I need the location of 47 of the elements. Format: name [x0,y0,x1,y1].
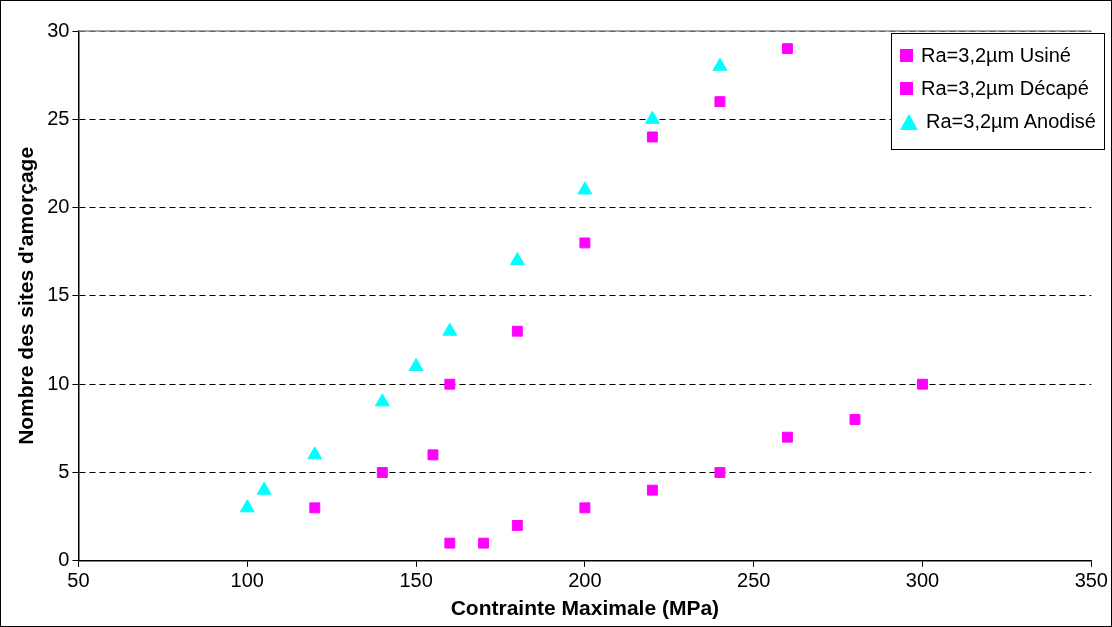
point [509,252,525,266]
point [712,57,728,71]
point [444,378,456,390]
y-tick-label: 5 [58,460,70,483]
y-tick-label: 10 [47,371,70,394]
point [646,484,658,496]
legend-label: Ra=3,2µm Anodisé [926,110,1096,133]
point [511,520,523,531]
point [644,110,660,124]
legend-label: Ra=3,2µm Usiné [921,44,1071,67]
legend-label: Ra=3,2µm Décapé [921,77,1089,100]
point [646,131,658,143]
point [714,467,726,478]
point [917,378,928,390]
point [376,467,388,478]
point [579,502,591,514]
point [782,43,793,55]
y-tick-label: 20 [47,195,70,218]
x-tick-label: 50 [67,569,90,592]
y-tick-label: 0 [58,548,70,571]
point [444,537,456,549]
x-tick-label: 150 [399,569,433,592]
point [239,499,255,513]
point [579,237,591,249]
point [408,358,424,372]
point [577,181,593,195]
x-tick-label: 250 [737,569,771,592]
point [478,537,490,549]
point [511,325,523,337]
x-tick-label: 300 [905,569,940,592]
point [714,96,726,108]
point [849,414,861,425]
point [782,431,793,443]
point [442,322,458,336]
y-tick-label: 15 [47,283,70,306]
y-tick-label: 30 [47,18,70,41]
x-tick-label: 100 [230,569,264,592]
point [309,502,321,514]
point [374,393,390,407]
point [427,449,439,461]
x-tick-label: 350 [1074,569,1108,592]
x-tick-label: 200 [568,569,602,592]
point [256,481,272,495]
point [307,446,323,460]
x-axis-title: Contrainte Maximale (MPa) [450,596,720,620]
y-axis-title: Nombre des sites d'amorçage [14,146,38,445]
y-tick-label: 25 [47,106,70,129]
